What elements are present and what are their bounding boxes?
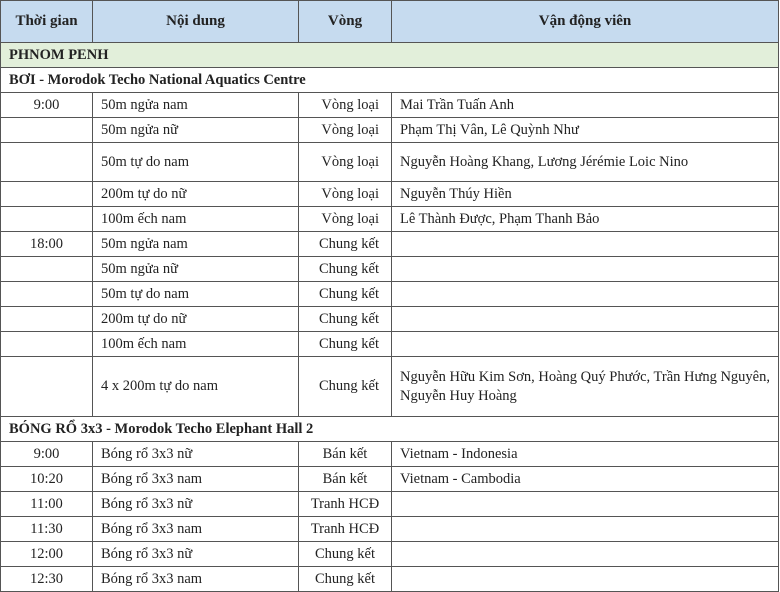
table-row: 11:00 Bóng rổ 3x3 nữ Tranh HCĐ [0,491,779,517]
time-cell [0,206,93,232]
round-cell: Chung kết [298,541,392,567]
table-row: 4 x 200m tự do nam Chung kết Nguyễn Hữu Ki… [0,356,779,417]
basketball-title: BÓNG RỔ 3x3 - Morodok Techo Elephant Hal… [0,416,779,442]
time-cell [0,117,93,143]
table-row: 9:00 Bóng rổ 3x3 nữ Bán kết Vietnam - Indon… [0,441,779,467]
event-cell: 50m tự do nam [92,281,299,307]
round-cell: Bán kết [298,441,392,467]
athletes-cell: Vietnam - Indonesia [391,441,779,467]
table-row: 18:00 50m ngửa nam Chung kết [0,231,779,257]
header-time: Thời gian [0,0,93,43]
athletes-cell [391,541,779,567]
round-cell: Vòng loại [298,92,392,118]
athletes-cell [391,516,779,542]
event-cell: 100m ếch nam [92,206,299,232]
table-row: 200m tự do nữ Vòng loại Nguyễn Thúy Hiền [0,181,779,207]
athletes-cell [391,306,779,332]
round-cell: Bán kết [298,466,392,492]
athletes-cell [391,231,779,257]
time-cell: 11:00 [0,491,93,517]
table-row: 100m ếch nam Chung kết [0,331,779,357]
table-row: 12:30 Bóng rổ 3x3 nam Chung kết [0,566,779,592]
table-row: 50m ngửa nữ Vòng loại Phạm Thị Vân, Lê Quỳ… [0,117,779,143]
table-row: 50m ngửa nữ Chung kết [0,256,779,282]
time-cell: 18:00 [0,231,93,257]
event-cell: 50m ngửa nam [92,231,299,257]
event-cell: 50m ngửa nữ [92,256,299,282]
event-cell: 200m tự do nữ [92,306,299,332]
table-row: 12:00 Bóng rổ 3x3 nữ Chung kết [0,541,779,567]
event-cell: Bóng rổ 3x3 nữ [92,491,299,517]
table-row: 100m ếch nam Vòng loại Lê Thành Được, Phạm… [0,206,779,232]
header-event: Nội dung [92,0,299,43]
time-cell [0,142,93,182]
round-cell: Vòng loại [298,181,392,207]
swimming-section-row: BƠI - Morodok Techo National Aquatics Ce… [0,67,779,93]
round-cell: Vòng loại [298,117,392,143]
time-cell [0,256,93,282]
athletes-cell: Nguyễn Hữu Kim Sơn, Hoàng Quý Phước, Trầ… [391,356,779,417]
event-cell: 50m ngửa nữ [92,117,299,143]
event-cell: Bóng rổ 3x3 nam [92,466,299,492]
athletes-cell [391,566,779,592]
round-cell: Chung kết [298,231,392,257]
event-cell: Bóng rổ 3x3 nữ [92,541,299,567]
athletes-cell: Vietnam - Cambodia [391,466,779,492]
round-cell: Vòng loại [298,142,392,182]
time-cell: 9:00 [0,441,93,467]
city-row: PHNOM PENH [0,42,779,68]
basketball-section-row: BÓNG RỔ 3x3 - Morodok Techo Elephant Hal… [0,416,779,442]
event-cell: Bóng rổ 3x3 nam [92,516,299,542]
table-row: 9:00 50m ngửa nam Vòng loại Mai Trần Tuấn A… [0,92,779,118]
table-row: 11:30 Bóng rổ 3x3 nam Tranh HCĐ [0,516,779,542]
swimming-title: BƠI - Morodok Techo National Aquatics Ce… [0,67,779,93]
header-row: Thời gian Nội dung Vòng Vận động viên [0,0,779,43]
event-cell: Bóng rổ 3x3 nữ [92,441,299,467]
round-cell: Chung kết [298,256,392,282]
time-cell [0,331,93,357]
round-cell: Vòng loại [298,206,392,232]
event-cell: 200m tự do nữ [92,181,299,207]
table-row: 10:20 Bóng rổ 3x3 nam Bán kết Vietnam - Cam… [0,466,779,492]
time-cell [0,306,93,332]
athletes-cell [391,491,779,517]
table-row: 50m tự do nam Vòng loại Nguyễn Hoàng Khang… [0,142,779,182]
event-cell: Bóng rổ 3x3 nam [92,566,299,592]
event-cell: 100m ếch nam [92,331,299,357]
time-cell [0,281,93,307]
athletes-cell: Lê Thành Được, Phạm Thanh Bảo [391,206,779,232]
time-cell: 11:30 [0,516,93,542]
table-row: 200m tự do nữ Chung kết [0,306,779,332]
header-athletes: Vận động viên [391,0,779,43]
athletes-cell: Nguyễn Hoàng Khang, Lương Jérémie Loic N… [391,142,779,182]
athletes-cell: Phạm Thị Vân, Lê Quỳnh Như [391,117,779,143]
event-cell: 50m tự do nam [92,142,299,182]
round-cell: Chung kết [298,306,392,332]
event-cell: 50m ngửa nam [92,92,299,118]
time-cell: 9:00 [0,92,93,118]
round-cell: Tranh HCĐ [298,491,392,517]
athletes-cell: Nguyễn Thúy Hiền [391,181,779,207]
athletes-cell [391,331,779,357]
time-cell [0,356,93,417]
event-cell: 4 x 200m tự do nam [92,356,299,417]
time-cell [0,181,93,207]
time-cell: 10:20 [0,466,93,492]
athletes-cell: Mai Trần Tuấn Anh [391,92,779,118]
round-cell: Tranh HCĐ [298,516,392,542]
round-cell: Chung kết [298,566,392,592]
table-row: 50m tự do nam Chung kết [0,281,779,307]
city-label: PHNOM PENH [0,42,779,68]
round-cell: Chung kết [298,356,392,417]
athletes-cell [391,256,779,282]
header-round: Vòng [298,0,392,43]
athletes-cell [391,281,779,307]
round-cell: Chung kết [298,281,392,307]
time-cell: 12:30 [0,566,93,592]
time-cell: 12:00 [0,541,93,567]
round-cell: Chung kết [298,331,392,357]
